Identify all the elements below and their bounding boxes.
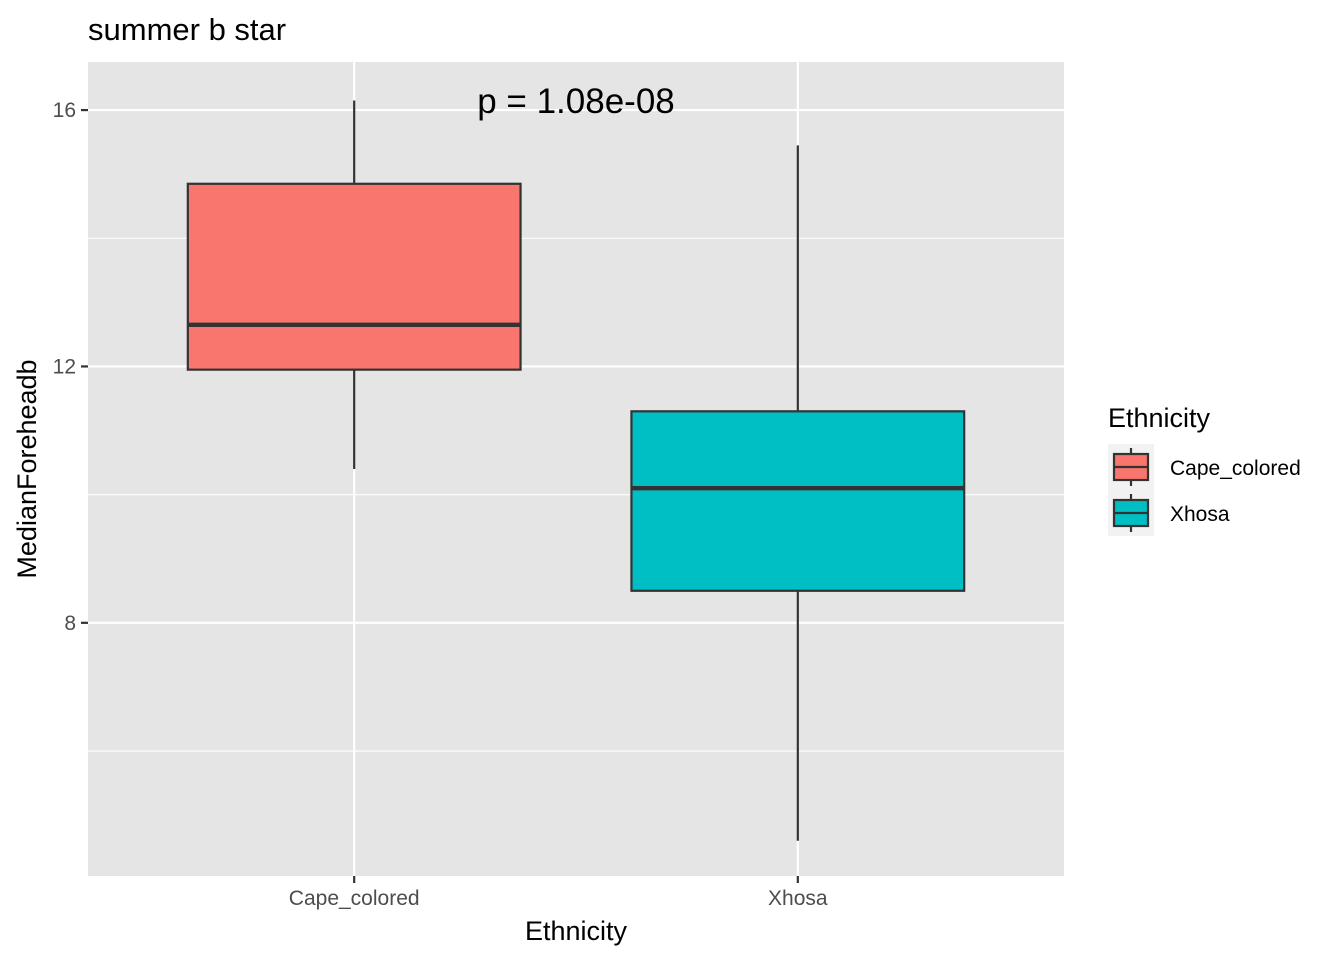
legend-key-Xhosa	[1108, 490, 1154, 536]
legend-label: Cape_colored	[1170, 457, 1301, 480]
legend-key-Cape_colored	[1108, 444, 1154, 490]
box-Cape_colored	[186, 100, 522, 469]
legend: Ethnicity Cape_colored Xhosa	[1108, 403, 1301, 536]
legend-title: Ethnicity	[1108, 403, 1211, 433]
y-axis-title: MedianForeheadb	[12, 359, 42, 578]
box-iqr	[186, 182, 522, 371]
chart-title: summer b star	[88, 12, 286, 47]
y-tick-label: 16	[53, 99, 76, 122]
boxes	[186, 100, 966, 841]
x-axis: Cape_colored Xhosa	[289, 876, 828, 910]
p-value-annotation: p = 1.08e-08	[477, 82, 675, 121]
x-axis-title: Ethnicity	[525, 916, 628, 946]
box-Xhosa	[630, 145, 966, 841]
box-iqr	[630, 410, 966, 592]
y-tick-label: 12	[53, 355, 76, 378]
y-axis: 8 12 16	[53, 99, 88, 635]
legend-label: Xhosa	[1170, 503, 1230, 526]
y-tick-label: 8	[64, 612, 76, 635]
x-tick-label: Cape_colored	[289, 887, 420, 910]
x-tick-label: Xhosa	[768, 887, 828, 910]
